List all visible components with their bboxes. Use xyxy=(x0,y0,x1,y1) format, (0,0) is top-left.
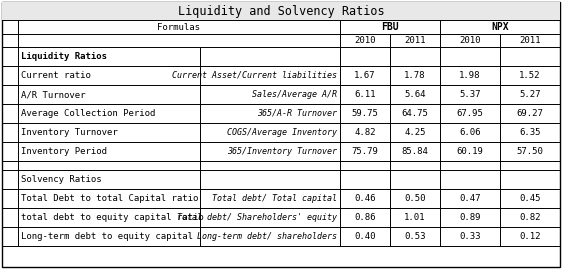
Text: 0.46: 0.46 xyxy=(354,194,376,203)
Text: 365/Inventory Turnover: 365/Inventory Turnover xyxy=(227,147,337,156)
Text: 69.27: 69.27 xyxy=(516,109,543,118)
Text: 2011: 2011 xyxy=(404,36,426,45)
Text: 1.52: 1.52 xyxy=(519,71,541,80)
Text: Total debt/ Total capital: Total debt/ Total capital xyxy=(212,194,337,203)
Text: 0.12: 0.12 xyxy=(519,232,541,241)
Text: Inventory Period: Inventory Period xyxy=(21,147,107,156)
Text: 6.35: 6.35 xyxy=(519,128,541,137)
Text: 85.84: 85.84 xyxy=(402,147,428,156)
Text: 6.06: 6.06 xyxy=(459,128,481,137)
Text: Total debt/ Shareholders' equity: Total debt/ Shareholders' equity xyxy=(177,213,337,222)
Text: 2011: 2011 xyxy=(519,36,541,45)
Text: FBU: FBU xyxy=(381,22,399,32)
Text: 4.82: 4.82 xyxy=(354,128,376,137)
Text: 0.82: 0.82 xyxy=(519,213,541,222)
Text: 5.27: 5.27 xyxy=(519,90,541,99)
Text: total debt to equity capital ratio: total debt to equity capital ratio xyxy=(21,213,204,222)
Text: 67.95: 67.95 xyxy=(456,109,483,118)
Text: 57.50: 57.50 xyxy=(516,147,543,156)
Bar xyxy=(2,2,560,20)
Text: 1.01: 1.01 xyxy=(404,213,426,222)
Text: Sales/Average A/R: Sales/Average A/R xyxy=(252,90,337,99)
Text: 0.50: 0.50 xyxy=(404,194,426,203)
Text: 0.40: 0.40 xyxy=(354,232,376,241)
Text: 60.19: 60.19 xyxy=(456,147,483,156)
Text: 5.64: 5.64 xyxy=(404,90,426,99)
Text: Current Asset/Current liabilities: Current Asset/Current liabilities xyxy=(172,71,337,80)
Text: 4.25: 4.25 xyxy=(404,128,426,137)
Text: Inventory Turnover: Inventory Turnover xyxy=(21,128,118,137)
Text: Long-term debt to equity capital: Long-term debt to equity capital xyxy=(21,232,193,241)
Text: 1.67: 1.67 xyxy=(354,71,376,80)
Text: 365/A-R Turnover: 365/A-R Turnover xyxy=(257,109,337,118)
Text: 0.53: 0.53 xyxy=(404,232,426,241)
Text: 0.33: 0.33 xyxy=(459,232,481,241)
Text: 1.78: 1.78 xyxy=(404,71,426,80)
Text: Solvency Ratios: Solvency Ratios xyxy=(21,175,102,184)
Text: 75.79: 75.79 xyxy=(352,147,378,156)
Text: Total Debt to total Capital ratio: Total Debt to total Capital ratio xyxy=(21,194,198,203)
Text: 0.45: 0.45 xyxy=(519,194,541,203)
Text: COGS/Average Inventory: COGS/Average Inventory xyxy=(227,128,337,137)
Text: 5.37: 5.37 xyxy=(459,90,481,99)
Text: A/R Turnover: A/R Turnover xyxy=(21,90,85,99)
Text: 0.89: 0.89 xyxy=(459,213,481,222)
Text: 64.75: 64.75 xyxy=(402,109,428,118)
Text: 0.86: 0.86 xyxy=(354,213,376,222)
Text: Liquidity Ratios: Liquidity Ratios xyxy=(21,52,107,61)
Text: NPX: NPX xyxy=(491,22,509,32)
Text: Long-term debt/ shareholders: Long-term debt/ shareholders xyxy=(197,232,337,241)
Text: 59.75: 59.75 xyxy=(352,109,378,118)
Text: Formulas: Formulas xyxy=(157,23,201,31)
Text: Liquidity and Solvency Ratios: Liquidity and Solvency Ratios xyxy=(178,5,384,17)
Text: Average Collection Period: Average Collection Period xyxy=(21,109,155,118)
Text: 0.47: 0.47 xyxy=(459,194,481,203)
Text: 1.98: 1.98 xyxy=(459,71,481,80)
Text: Current ratio: Current ratio xyxy=(21,71,91,80)
Text: 2010: 2010 xyxy=(354,36,376,45)
Text: 6.11: 6.11 xyxy=(354,90,376,99)
Text: 2010: 2010 xyxy=(459,36,481,45)
